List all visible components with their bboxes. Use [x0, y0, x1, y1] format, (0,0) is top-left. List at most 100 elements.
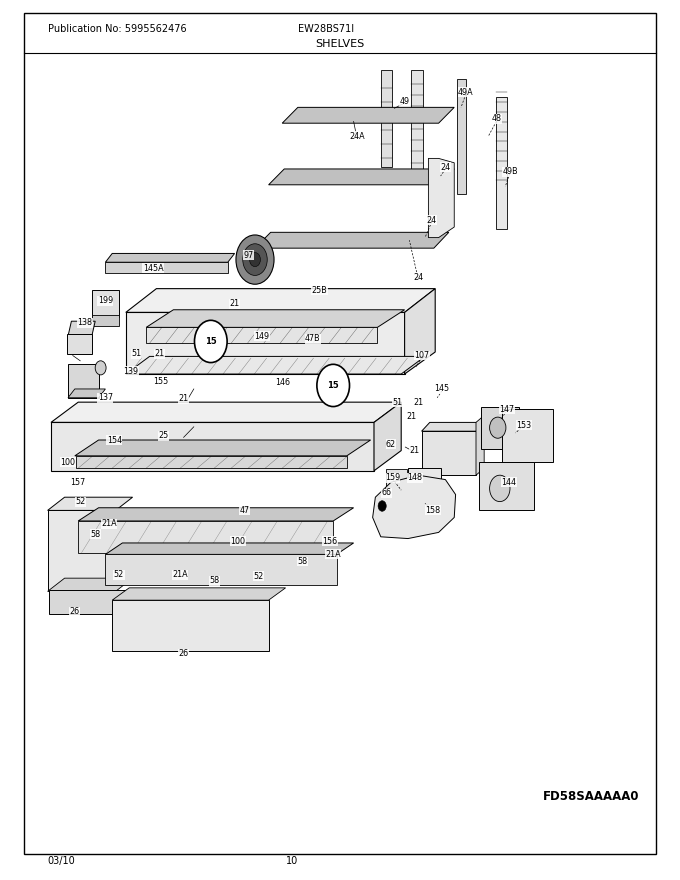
Circle shape	[490, 475, 510, 502]
Text: 52: 52	[75, 497, 86, 506]
Text: 97: 97	[243, 251, 254, 260]
Text: 21: 21	[407, 412, 416, 421]
Text: 145A: 145A	[143, 264, 163, 273]
Text: 21A: 21A	[173, 570, 188, 579]
Text: 24: 24	[427, 216, 437, 224]
Polygon shape	[411, 70, 423, 176]
Text: 100: 100	[61, 458, 75, 466]
Text: 24: 24	[413, 273, 423, 282]
Circle shape	[490, 417, 506, 438]
Circle shape	[194, 320, 227, 363]
Text: 24A: 24A	[350, 132, 364, 141]
Text: SHELVES: SHELVES	[316, 39, 364, 49]
Polygon shape	[422, 422, 484, 431]
Polygon shape	[255, 232, 449, 248]
Bar	[67, 334, 92, 354]
Polygon shape	[75, 440, 371, 456]
Text: 153: 153	[516, 421, 531, 429]
Text: 26: 26	[179, 649, 188, 658]
Polygon shape	[146, 327, 377, 343]
Bar	[68, 364, 99, 398]
Text: 146: 146	[275, 378, 290, 387]
Text: 21: 21	[155, 349, 165, 358]
Text: 26: 26	[70, 607, 80, 616]
Text: 157: 157	[71, 478, 86, 487]
Bar	[422, 431, 476, 475]
Text: 62: 62	[386, 440, 396, 449]
Text: 51: 51	[131, 349, 141, 358]
Polygon shape	[269, 169, 454, 185]
Polygon shape	[126, 312, 405, 374]
Polygon shape	[373, 475, 456, 539]
Bar	[48, 510, 116, 591]
Bar	[49, 590, 129, 614]
Text: 148: 148	[407, 473, 422, 482]
Text: 21: 21	[179, 394, 188, 403]
Polygon shape	[457, 79, 466, 194]
Text: 15: 15	[205, 337, 217, 346]
Bar	[386, 469, 407, 488]
Text: 158: 158	[426, 506, 441, 515]
Text: 145: 145	[435, 385, 449, 393]
Text: FD58SAAAAA0: FD58SAAAAA0	[543, 790, 640, 803]
Text: 155: 155	[154, 377, 169, 385]
Text: 51: 51	[393, 398, 403, 407]
Text: 21: 21	[413, 398, 423, 407]
Polygon shape	[496, 97, 507, 229]
Polygon shape	[381, 70, 392, 167]
Polygon shape	[374, 402, 401, 471]
Text: 144: 144	[501, 478, 516, 487]
Text: 66: 66	[381, 488, 391, 497]
Bar	[78, 521, 333, 553]
Text: 25B: 25B	[311, 286, 328, 295]
Polygon shape	[76, 456, 347, 468]
Bar	[502, 409, 553, 462]
Text: 48: 48	[492, 114, 501, 123]
Text: 25: 25	[158, 431, 169, 440]
Polygon shape	[78, 508, 354, 521]
Polygon shape	[428, 158, 454, 238]
Bar	[112, 600, 269, 651]
Circle shape	[317, 364, 350, 407]
Text: 138: 138	[78, 319, 92, 327]
Polygon shape	[105, 543, 354, 554]
Polygon shape	[51, 402, 401, 422]
Text: 15: 15	[327, 381, 339, 390]
Text: 49B: 49B	[503, 167, 517, 176]
Text: 03/10: 03/10	[48, 855, 75, 866]
Polygon shape	[282, 107, 454, 123]
Text: 21A: 21A	[101, 519, 116, 528]
Polygon shape	[68, 321, 95, 336]
Text: 58: 58	[90, 530, 100, 539]
Bar	[105, 262, 228, 273]
Polygon shape	[405, 289, 435, 374]
Polygon shape	[48, 497, 133, 510]
Polygon shape	[126, 356, 425, 374]
Text: 47: 47	[240, 506, 250, 515]
Circle shape	[243, 244, 267, 275]
Polygon shape	[126, 289, 435, 312]
Text: 24: 24	[441, 163, 450, 172]
Circle shape	[378, 501, 386, 511]
Text: 137: 137	[98, 393, 113, 402]
Polygon shape	[112, 588, 286, 600]
Text: 199: 199	[98, 297, 113, 305]
Text: Publication No: 5995562476: Publication No: 5995562476	[48, 24, 186, 34]
Polygon shape	[146, 310, 405, 327]
Text: 47B: 47B	[305, 334, 320, 343]
Text: 52: 52	[253, 572, 264, 581]
Bar	[105, 554, 337, 585]
Text: EW28BS71I: EW28BS71I	[299, 24, 354, 34]
Text: 21: 21	[230, 299, 239, 308]
Text: 156: 156	[322, 537, 337, 546]
Text: 139: 139	[123, 367, 138, 376]
Text: 21A: 21A	[326, 550, 341, 559]
Bar	[408, 468, 441, 502]
Text: 159: 159	[385, 473, 400, 482]
Bar	[481, 407, 519, 449]
Bar	[92, 290, 119, 317]
Circle shape	[95, 361, 106, 375]
Text: 10: 10	[286, 855, 299, 866]
Text: 58: 58	[298, 557, 307, 566]
Polygon shape	[476, 415, 484, 475]
